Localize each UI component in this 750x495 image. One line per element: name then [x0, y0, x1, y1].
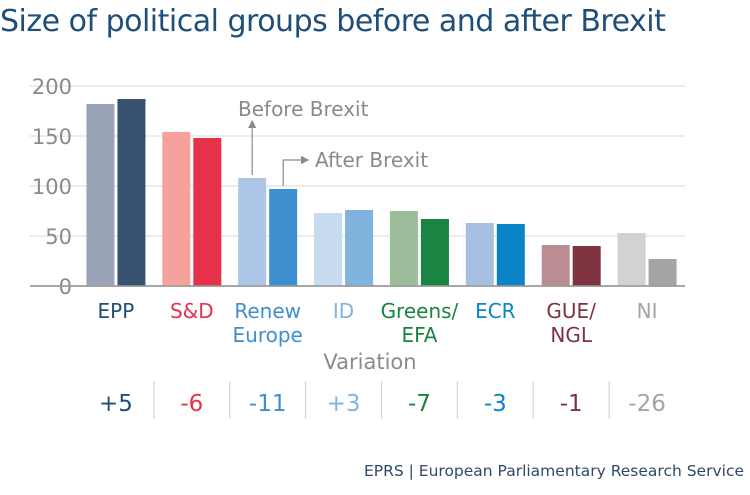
variation-value: -11: [249, 391, 287, 417]
bar-before-brexit: [389, 211, 418, 286]
y-tick-label: 200: [32, 75, 72, 99]
x-tick-label: GUE/NGL: [546, 299, 596, 347]
bar-after-brexit: [572, 246, 601, 286]
variation-value: -1: [560, 391, 583, 417]
x-tick-label: S&D: [170, 299, 214, 323]
y-tick-label: 50: [45, 225, 72, 249]
bar-before-brexit: [465, 223, 494, 286]
x-tick-label: NI: [637, 299, 658, 323]
x-tick-label: ID: [333, 299, 354, 323]
bar-before-brexit: [86, 104, 115, 286]
variation-value: +3: [327, 391, 361, 417]
x-tick-label: Renew Europe: [233, 299, 303, 347]
variation-value: +5: [99, 391, 133, 417]
after-brexit-annotation: After Brexit: [315, 148, 428, 172]
bar-after-brexit: [648, 259, 677, 286]
bar-before-brexit: [617, 233, 646, 286]
y-tick-label: 0: [59, 275, 72, 299]
bar-before-brexit: [238, 178, 267, 286]
variation-value: -7: [408, 391, 431, 417]
x-tick-label: ECR: [475, 299, 516, 323]
variation-value: -6: [180, 391, 203, 417]
bar-before-brexit: [541, 245, 570, 286]
bar-after-brexit: [345, 210, 374, 286]
bar-after-brexit: [117, 99, 146, 286]
source-credit: EPRS | European Parliamentary Research S…: [363, 462, 744, 480]
before-brexit-annotation: Before Brexit: [238, 97, 369, 121]
y-tick-label: 150: [32, 125, 72, 149]
variation-value: -26: [628, 391, 666, 417]
bar-after-brexit: [496, 224, 525, 286]
bar-before-brexit: [314, 213, 343, 286]
x-tick-label: Greens/EFA: [381, 299, 459, 347]
x-tick-label: EPP: [98, 299, 135, 323]
bars: [30, 99, 685, 287]
bar-after-brexit: [269, 189, 298, 286]
variation-value: -3: [484, 391, 507, 417]
bar-after-brexit: [193, 138, 222, 286]
variation-row: Variation +5 -6 -11 +3 -7 -3 -1 -26: [99, 350, 666, 419]
after-brexit-arrow: [282, 155, 310, 186]
annotations: Before Brexit After Brexit: [238, 97, 428, 186]
bar-before-brexit: [162, 132, 191, 286]
y-axis: 0 50 100 150 200: [32, 75, 72, 299]
y-tick-label: 100: [32, 175, 72, 199]
bar-after-brexit: [420, 219, 449, 286]
variation-title: Variation: [323, 350, 416, 374]
chart-title: Size of political groups before and afte…: [0, 4, 666, 39]
x-axis-labels: EPP S&D Renew Europe ID Greens/EFA ECR GUE/NGL N…: [98, 299, 658, 347]
